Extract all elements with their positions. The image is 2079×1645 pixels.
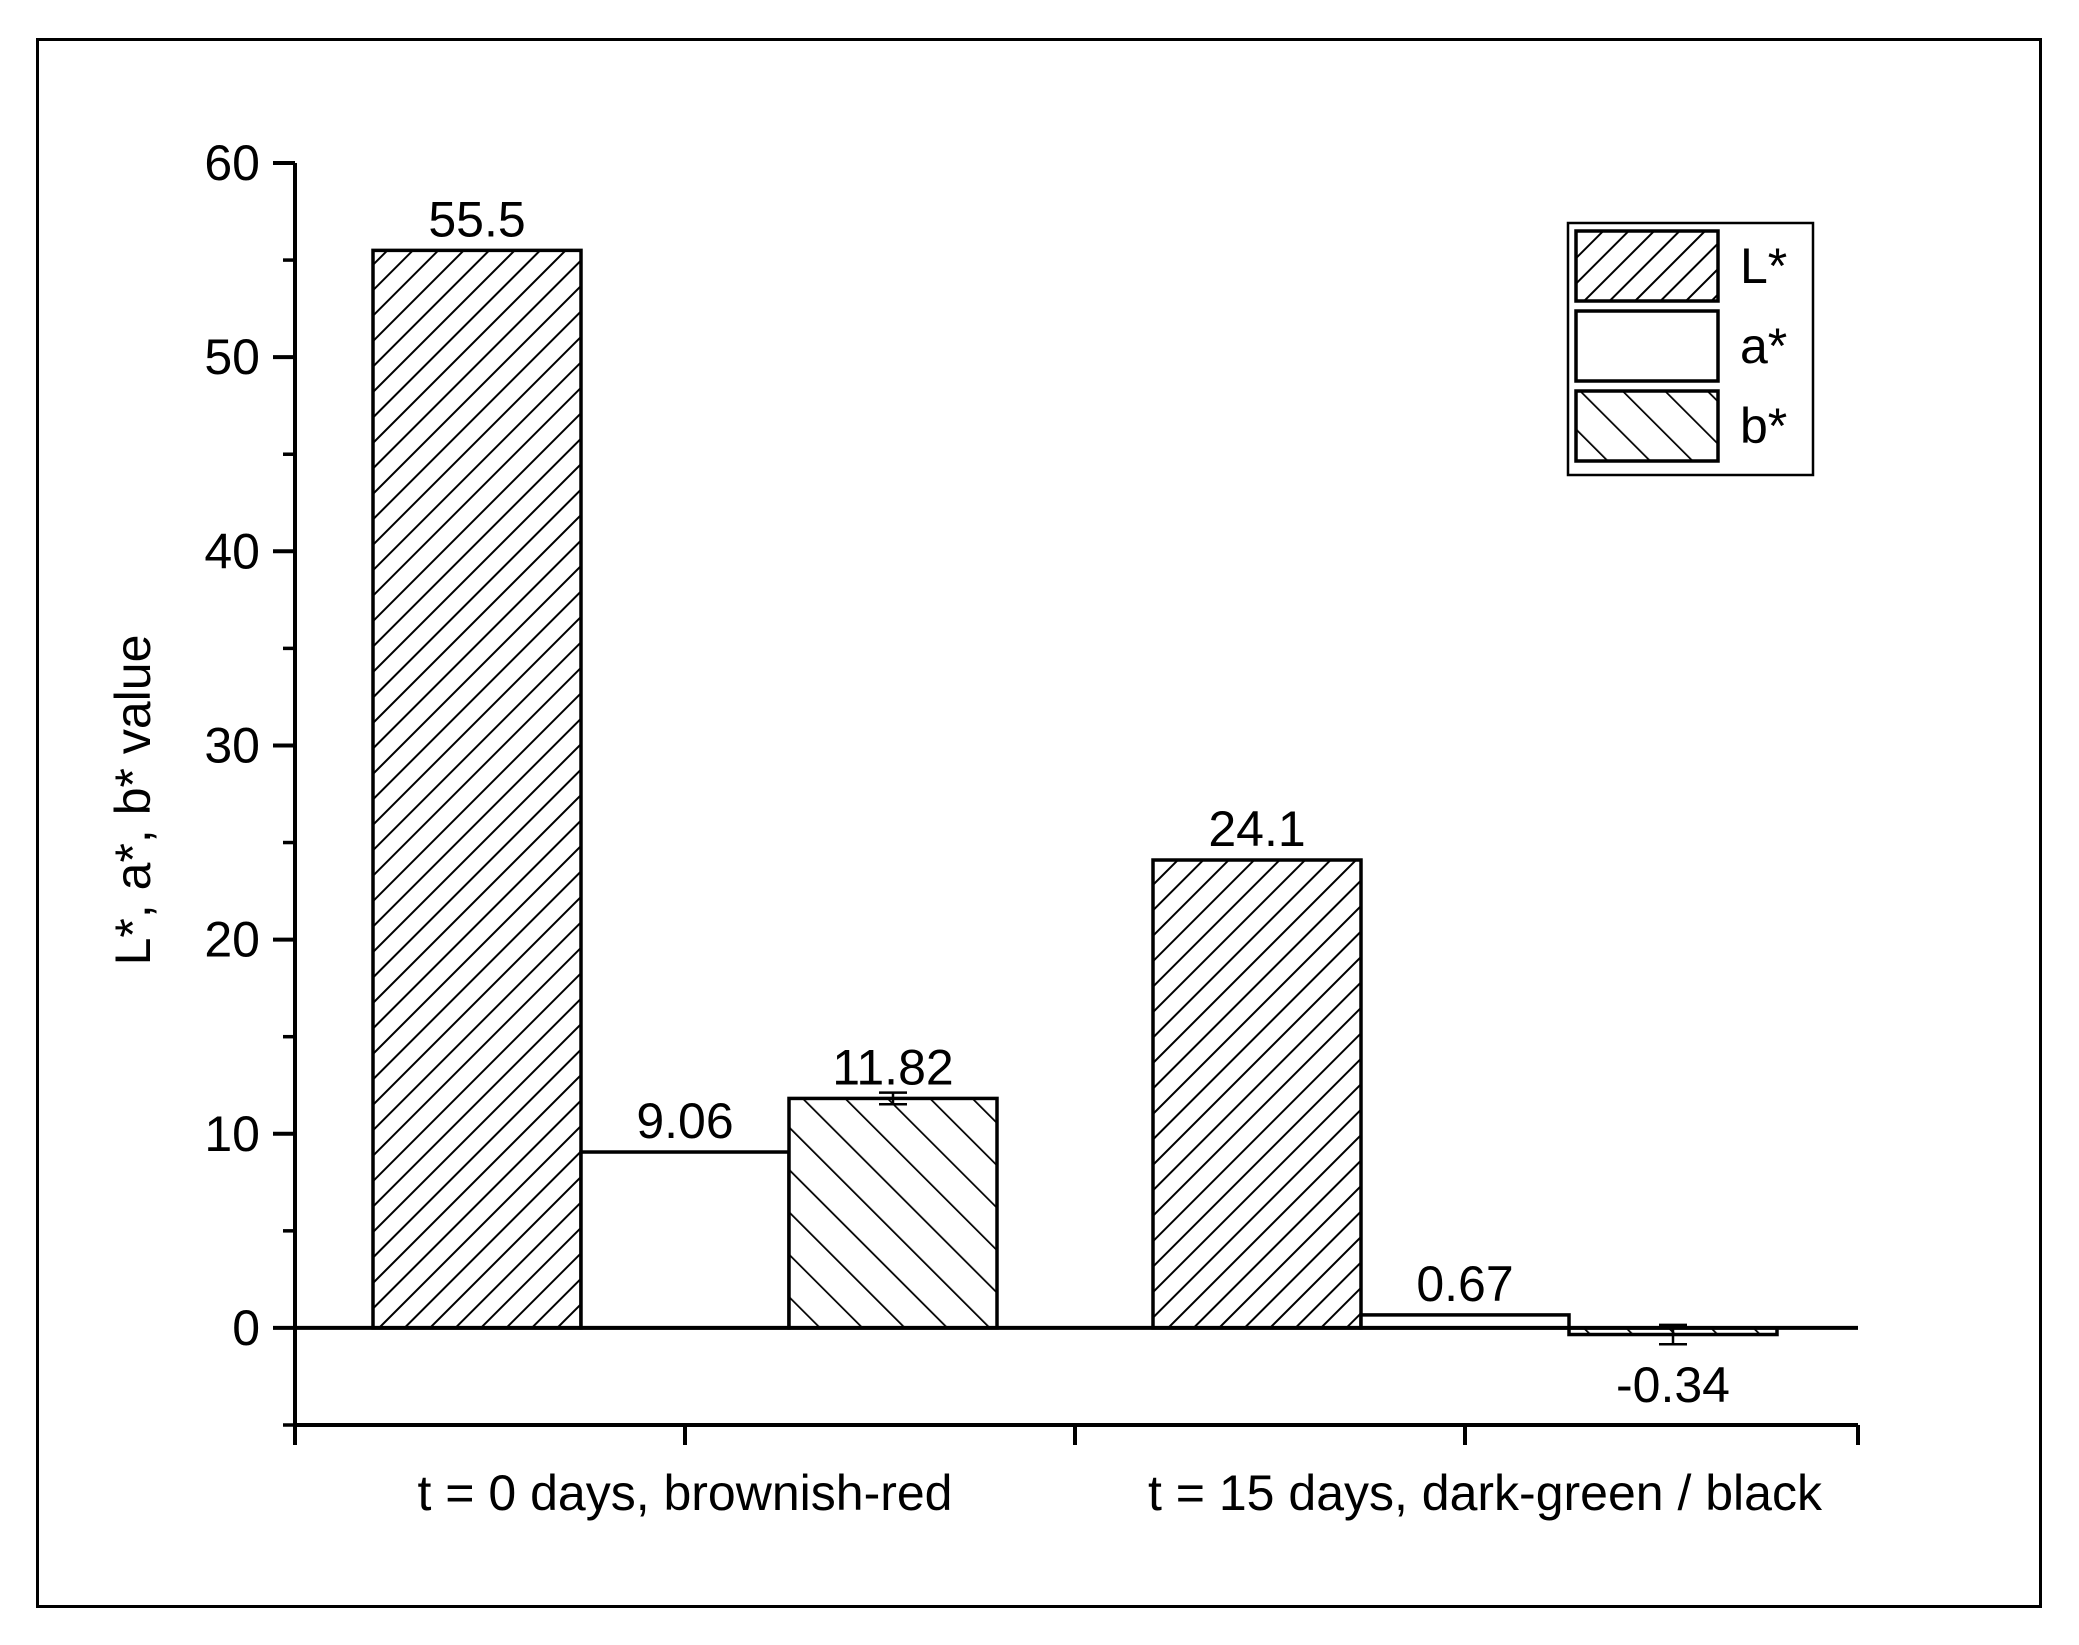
y-axis: 0 10 20 30 40 50 60 bbox=[204, 135, 297, 1433]
data-label: 11.82 bbox=[832, 1039, 953, 1095]
x-category-label: t = 0 days, brownish-red bbox=[418, 1465, 953, 1521]
y-tick-label: 40 bbox=[204, 523, 260, 579]
y-tick-label: 60 bbox=[204, 135, 260, 191]
legend-label: L* bbox=[1740, 238, 1787, 294]
data-label: 24.1 bbox=[1208, 801, 1305, 857]
data-labels: 55.5 9.06 11.82 24.1 0.67 -0.34 bbox=[428, 191, 1730, 1413]
bar bbox=[371, 248, 583, 1330]
data-label: 0.67 bbox=[1416, 1256, 1513, 1312]
data-label: 9.06 bbox=[636, 1093, 733, 1149]
x-axis: t = 0 days, brownish-red t = 15 days, dar… bbox=[293, 1423, 1860, 1521]
legend-label: b* bbox=[1740, 398, 1787, 454]
bar bbox=[579, 1150, 791, 1330]
legend-label: a* bbox=[1740, 318, 1787, 374]
legend-swatch bbox=[1574, 229, 1720, 303]
y-tick-label: 30 bbox=[204, 717, 260, 773]
bar bbox=[787, 1096, 999, 1330]
data-label: -0.34 bbox=[1616, 1357, 1730, 1413]
y-tick-label: 0 bbox=[232, 1300, 260, 1356]
legend: L* a* b* bbox=[1566, 221, 1815, 477]
bar bbox=[1151, 858, 1363, 1330]
y-tick-label: 50 bbox=[204, 329, 260, 385]
y-tick-label: 10 bbox=[204, 1106, 260, 1162]
y-tick-label: 20 bbox=[204, 912, 260, 968]
x-category-label: t = 15 days, dark-green / black bbox=[1148, 1465, 1823, 1521]
bars bbox=[295, 248, 1858, 1346]
legend-swatch bbox=[1574, 309, 1720, 383]
y-axis-label: L*, a*, b* value bbox=[105, 635, 161, 966]
data-label: 55.5 bbox=[428, 191, 525, 247]
legend-swatch bbox=[1574, 389, 1720, 463]
figure-frame bbox=[36, 38, 2042, 1608]
